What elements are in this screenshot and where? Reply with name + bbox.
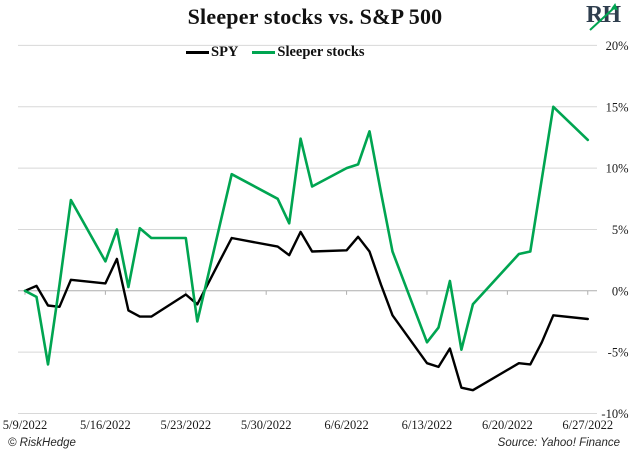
y-axis-tick-label: 5% [612, 223, 629, 237]
x-axis-tick-label: 5/9/2022 [3, 418, 47, 432]
x-axis-tick-label: 5/30/2022 [241, 418, 292, 432]
x-axis-tick-label: 6/20/2022 [482, 418, 533, 432]
y-axis-tick-label: 15% [606, 100, 629, 114]
x-axis-tick-label: 5/16/2022 [80, 418, 131, 432]
logo-arrow-icon [589, 3, 618, 31]
source-note: Source: Yahoo! Finance [497, 437, 620, 449]
legend-label-sleeper-stocks: Sleeper stocks [277, 44, 365, 60]
x-axis-tick-label: 6/13/2022 [402, 418, 453, 432]
spy-line [23, 230, 589, 392]
copyright-note: © RiskHedge [8, 437, 76, 449]
legend-item-sleeper-stocks: Sleeper stocks [252, 44, 365, 61]
sleeper-stocks-line-swatch [252, 51, 276, 54]
y-axis-tick-label: -10% [601, 407, 628, 421]
sleeper-stocks-line [23, 105, 590, 366]
y-axis-tick-label: 10% [606, 162, 629, 176]
y-axis-tick-label: -5% [608, 346, 629, 360]
x-axis-tick-label: 6/6/2022 [324, 418, 368, 432]
x-axis-tick-label: 5/23/2022 [160, 418, 211, 432]
x-axis-tick-label: 6/27/2022 [562, 418, 613, 432]
spy-line-swatch [186, 51, 209, 54]
legend-item-spy: SPY [186, 44, 238, 61]
y-axis-tick-label: 20% [606, 39, 629, 53]
y-axis-tick-label: 0% [612, 284, 629, 298]
legend-label-spy: SPY [211, 44, 239, 60]
chart-title: Sleeper stocks vs. S&P 500 [187, 4, 443, 29]
chart-legend: SPY Sleeper stocks [186, 44, 365, 61]
riskhedge-logo: RH [584, 2, 624, 34]
